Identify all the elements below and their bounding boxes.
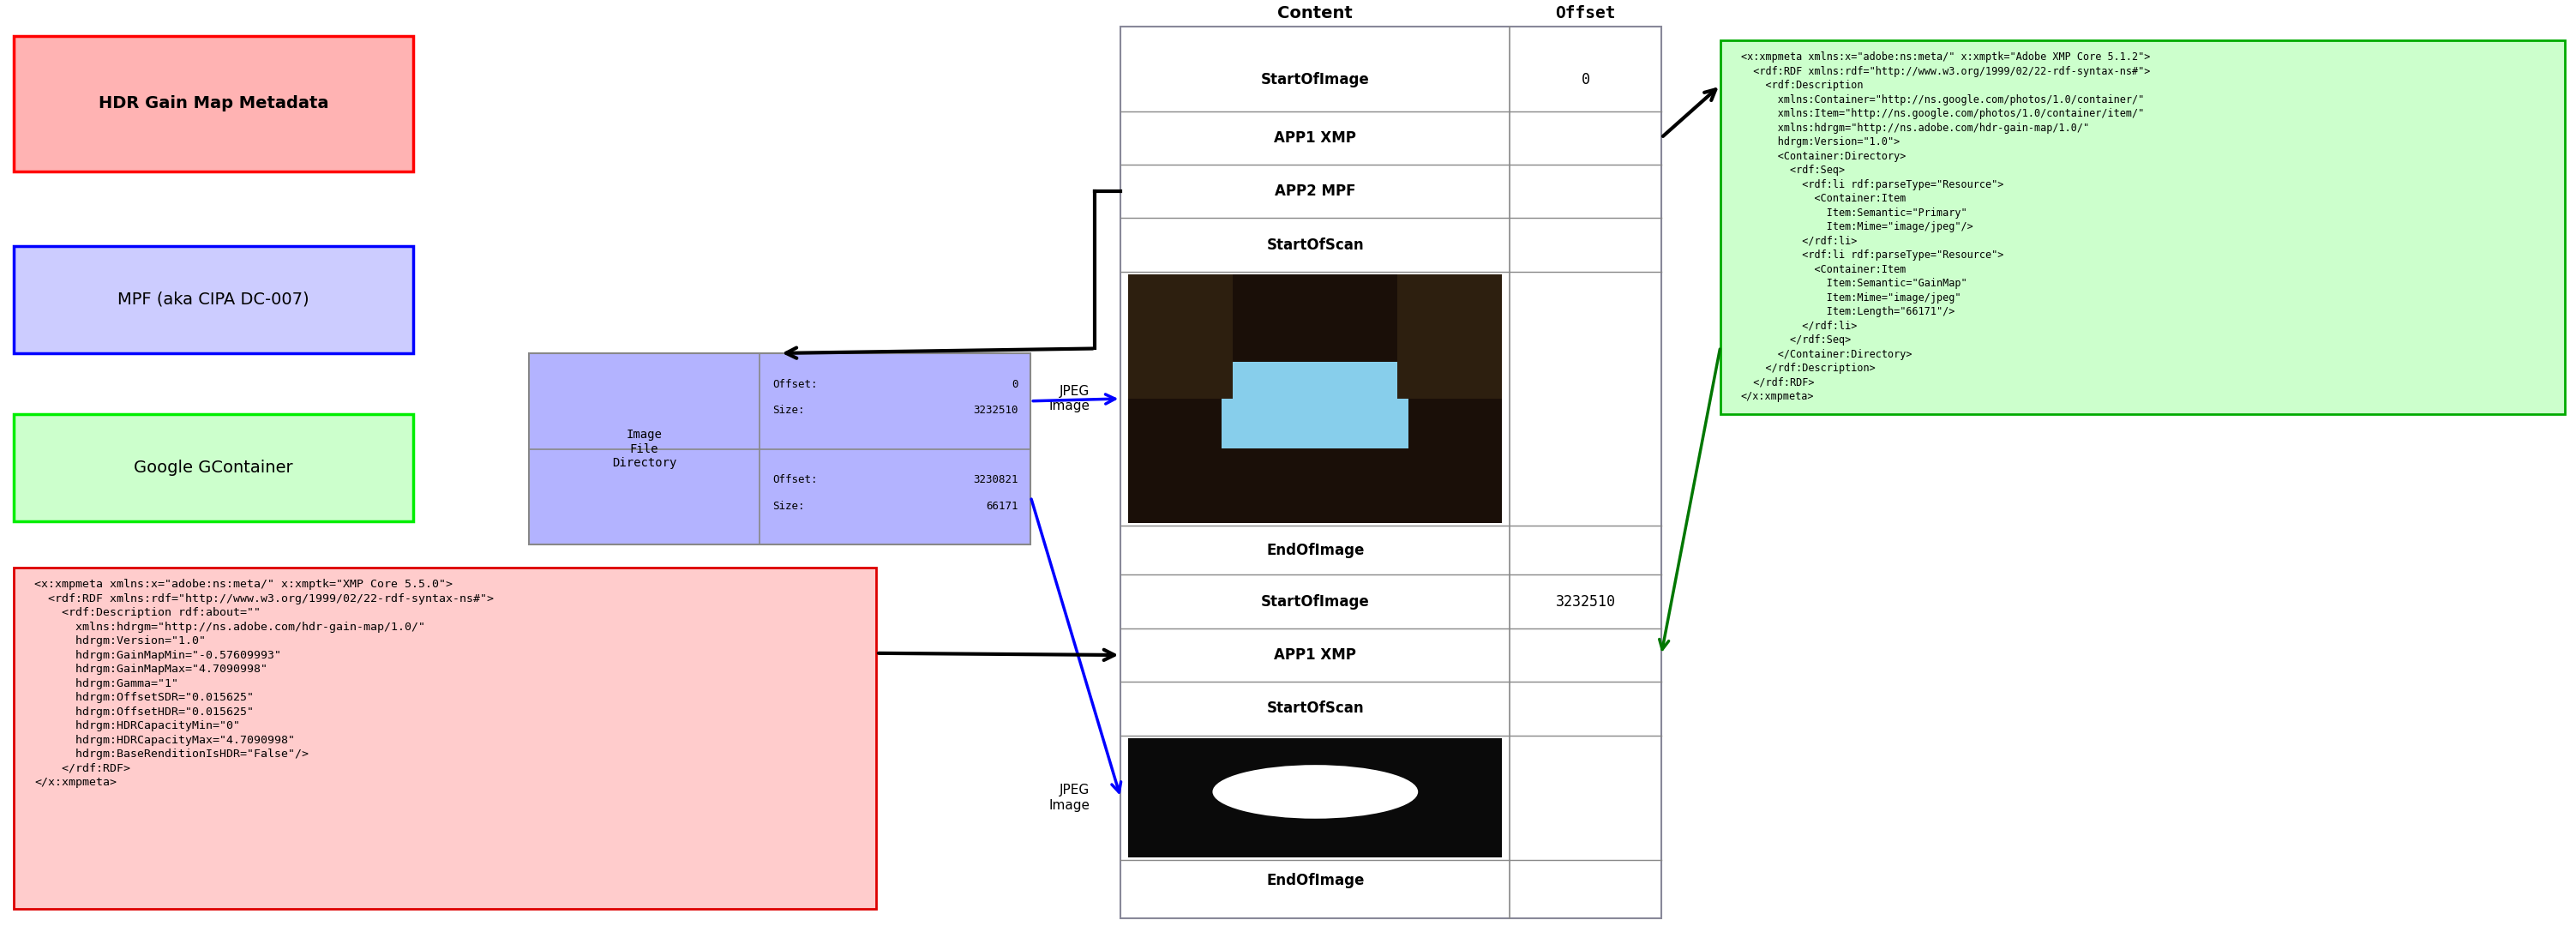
- FancyBboxPatch shape: [1128, 275, 1502, 523]
- Text: <x:xmpmeta xmlns:x="adobe:ns:meta/" x:xmptk="Adobe XMP Core 5.1.2">
  <rdf:RDF x: <x:xmpmeta xmlns:x="adobe:ns:meta/" x:xm…: [1741, 52, 2151, 402]
- Ellipse shape: [1213, 765, 1417, 819]
- FancyBboxPatch shape: [1128, 448, 1502, 523]
- Text: StartOfScan: StartOfScan: [1267, 237, 1363, 252]
- FancyBboxPatch shape: [1721, 40, 2566, 414]
- Text: StartOfScan: StartOfScan: [1267, 701, 1363, 717]
- Text: StartOfImage: StartOfImage: [1262, 594, 1370, 610]
- Text: MPF (aka CIPA DC-007): MPF (aka CIPA DC-007): [118, 292, 309, 308]
- Text: StartOfImage: StartOfImage: [1262, 72, 1370, 87]
- FancyBboxPatch shape: [13, 36, 412, 171]
- Text: 3232510: 3232510: [1556, 594, 1615, 610]
- FancyBboxPatch shape: [13, 414, 412, 522]
- Text: Image
File
Directory: Image File Directory: [613, 429, 677, 469]
- FancyBboxPatch shape: [1399, 275, 1502, 399]
- Text: Size:: Size:: [773, 405, 804, 416]
- Text: Size:: Size:: [773, 501, 804, 512]
- Text: APP2 MPF: APP2 MPF: [1275, 184, 1355, 199]
- FancyBboxPatch shape: [1128, 738, 1502, 857]
- FancyBboxPatch shape: [528, 354, 1030, 545]
- Text: EndOfImage: EndOfImage: [1267, 872, 1365, 888]
- Text: JPEG
Image: JPEG Image: [1048, 385, 1090, 413]
- FancyBboxPatch shape: [1121, 26, 1662, 918]
- Text: Content: Content: [1278, 6, 1352, 22]
- FancyBboxPatch shape: [13, 246, 412, 354]
- Text: EndOfImage: EndOfImage: [1267, 542, 1365, 558]
- Text: Offset:: Offset:: [773, 379, 817, 390]
- Text: HDR Gain Map Metadata: HDR Gain Map Metadata: [98, 96, 330, 112]
- Text: <x:xmpmeta xmlns:x="adobe:ns:meta/" x:xmptk="XMP Core 5.5.0">
  <rdf:RDF xmlns:r: <x:xmpmeta xmlns:x="adobe:ns:meta/" x:xm…: [33, 579, 495, 788]
- Text: Offset: Offset: [1556, 6, 1615, 22]
- FancyBboxPatch shape: [1221, 361, 1409, 448]
- Text: 66171: 66171: [987, 501, 1018, 512]
- FancyBboxPatch shape: [1128, 275, 1234, 399]
- Text: 3230821: 3230821: [974, 475, 1018, 486]
- FancyBboxPatch shape: [13, 568, 876, 909]
- Text: 0: 0: [1012, 379, 1018, 390]
- Text: Offset:: Offset:: [773, 475, 817, 486]
- Text: Google GContainer: Google GContainer: [134, 460, 294, 476]
- Text: APP1 XMP: APP1 XMP: [1275, 130, 1358, 145]
- Text: APP1 XMP: APP1 XMP: [1275, 647, 1358, 663]
- Text: 0: 0: [1582, 72, 1589, 87]
- Text: JPEG
Image: JPEG Image: [1048, 784, 1090, 811]
- Text: 3232510: 3232510: [974, 405, 1018, 416]
